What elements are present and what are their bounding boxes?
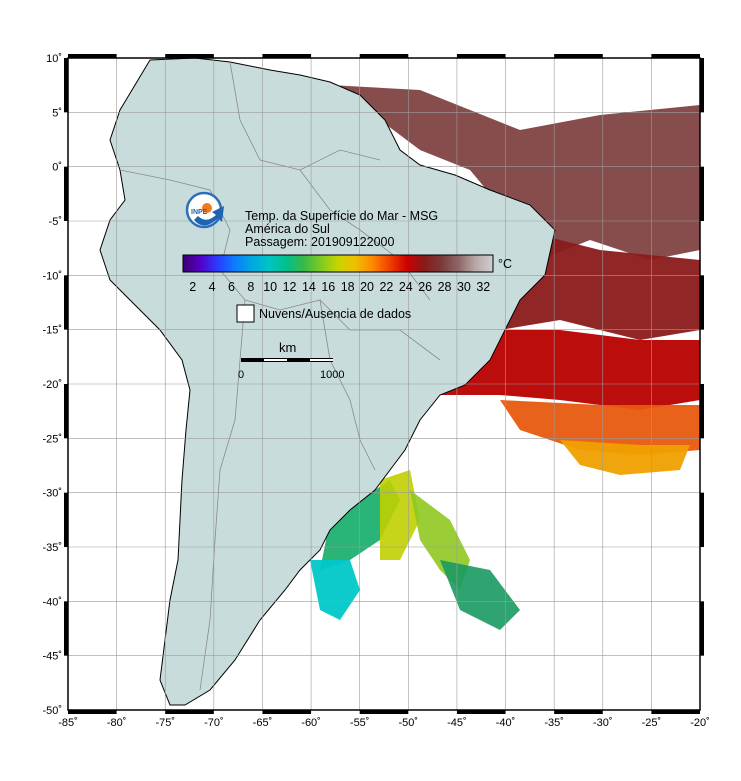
- logo-arrow-icon: [194, 206, 224, 226]
- longitude-label: -75˚: [155, 717, 175, 729]
- colorbar-tick-label: 30: [457, 280, 471, 294]
- colorbar: °C 2 4 6 8 10 12 14 16 18 20 22 24 26 28 30 32: [182, 254, 512, 294]
- frame-segment: [165, 54, 214, 58]
- frame-segment: [68, 54, 117, 58]
- latitude-label: 5˚: [52, 107, 62, 119]
- latitude-label: 0˚: [52, 162, 62, 174]
- latitude-label: -35˚: [42, 542, 62, 554]
- latitude-label: -40˚: [42, 596, 62, 608]
- longitude-label: -40˚: [496, 717, 516, 729]
- latitude-label: -45˚: [42, 651, 62, 663]
- latitude-labels: 10˚ 5˚ 0˚ -5˚ -10˚ -15˚ -20˚ -25˚ -30˚ -35˚ -40˚ -4…: [42, 53, 62, 717]
- colorbar-tick-label: 26: [418, 280, 432, 294]
- sst-tropical-field: [330, 85, 700, 475]
- frame-segment: [64, 166, 68, 221]
- longitude-label: -65˚: [253, 717, 273, 729]
- latitude-label: -30˚: [42, 488, 62, 500]
- title-line2: América do Sul: [245, 222, 330, 236]
- scale-bar-end: 1000: [320, 369, 344, 381]
- scale-bar: km 0 1000: [238, 340, 344, 381]
- longitude-label: -55˚: [350, 717, 370, 729]
- latitude-label: -10˚: [42, 270, 62, 282]
- colorbar-tick-label: 6: [228, 280, 235, 294]
- longitude-label: -35˚: [544, 717, 564, 729]
- latitude-label: -5˚: [49, 216, 62, 228]
- latitude-label: -15˚: [42, 325, 62, 337]
- frame-segment: [64, 384, 68, 439]
- longitude-label: -25˚: [642, 717, 662, 729]
- logo-sun-icon: [202, 203, 212, 213]
- frame-segment: [64, 58, 68, 113]
- colorbar-tick-label: 20: [360, 280, 374, 294]
- colorbar-tick-label: 22: [379, 280, 393, 294]
- longitude-label: -45˚: [447, 717, 467, 729]
- frame-checker-border: [64, 54, 704, 714]
- frame-segment: [700, 275, 704, 330]
- colorbar-tick-label: 18: [341, 280, 355, 294]
- frame-segment: [456, 54, 506, 58]
- frame-segment: [359, 710, 409, 714]
- frame-segment: [262, 710, 312, 714]
- colorbar-ticks: 2 4 6 8 10 12 14 16 18 20 22 24 26 28 30 32: [189, 280, 490, 294]
- frame-segment: [64, 601, 68, 656]
- frame-segment: [700, 492, 704, 547]
- clouds-legend-label: Nuvens/Ausencia de dados: [259, 307, 411, 321]
- latitude-label: -20˚: [42, 379, 62, 391]
- latitude-label: -25˚: [42, 433, 62, 445]
- longitude-label: -60˚: [301, 717, 321, 729]
- colorbar-tick-label: 10: [263, 280, 277, 294]
- country-borders: [119, 61, 441, 691]
- latitude-label: -50˚: [42, 705, 62, 717]
- frame-segment: [700, 58, 704, 113]
- colorbar-tick-label: 24: [399, 280, 413, 294]
- graticule: [68, 58, 700, 710]
- clouds-legend-swatch: [236, 304, 255, 323]
- latitude-label: 10˚: [46, 53, 62, 65]
- colorbar-tick-label: 28: [438, 280, 452, 294]
- colorbar-tick-label: 16: [321, 280, 335, 294]
- longitude-label: -50˚: [399, 717, 419, 729]
- colorbar-tick-label: 12: [283, 280, 297, 294]
- frame-segment: [651, 710, 700, 714]
- frame-segment: [64, 492, 68, 547]
- frame-segment: [359, 54, 409, 58]
- title-line3: Passagem: 201909122000: [245, 235, 394, 249]
- colorbar-tick-label: 2: [189, 280, 196, 294]
- colorbar-unit: °C: [498, 257, 512, 271]
- colorbar-tick-label: 32: [476, 280, 490, 294]
- scale-bar-start: 0: [238, 369, 244, 381]
- scale-bar-unit: km: [279, 340, 296, 355]
- longitude-label: -20˚: [690, 717, 710, 729]
- frame-segment: [651, 54, 700, 58]
- frame-segment: [262, 54, 312, 58]
- longitude-label: -80˚: [107, 717, 127, 729]
- longitude-label: -30˚: [593, 717, 613, 729]
- frame-segment: [700, 166, 704, 221]
- logo-text: INPE: [191, 209, 208, 216]
- frame-segment: [456, 710, 506, 714]
- frame-segment: [700, 601, 704, 656]
- inpe-logo: INPE: [185, 191, 224, 229]
- longitude-label: -85˚: [58, 717, 78, 729]
- frame-segment: [165, 710, 214, 714]
- colorbar-tick-label: 8: [247, 280, 254, 294]
- colorbar-tick-label: 4: [209, 280, 216, 294]
- longitude-label: -70˚: [204, 717, 224, 729]
- longitude-labels: -85˚ -80˚ -75˚ -70˚ -65˚ -60˚ -55˚ -50˚ -45˚ -40˚…: [58, 717, 710, 729]
- frame-segment: [554, 710, 603, 714]
- frame-segment: [68, 710, 117, 714]
- frame-segment: [64, 275, 68, 330]
- frame-segment: [700, 384, 704, 439]
- title-line1: Temp. da Superfície do Mar - MSG: [245, 209, 438, 223]
- colorbar-bar: [182, 254, 494, 273]
- colorbar-tick-label: 14: [302, 280, 316, 294]
- frame-segment: [554, 54, 603, 58]
